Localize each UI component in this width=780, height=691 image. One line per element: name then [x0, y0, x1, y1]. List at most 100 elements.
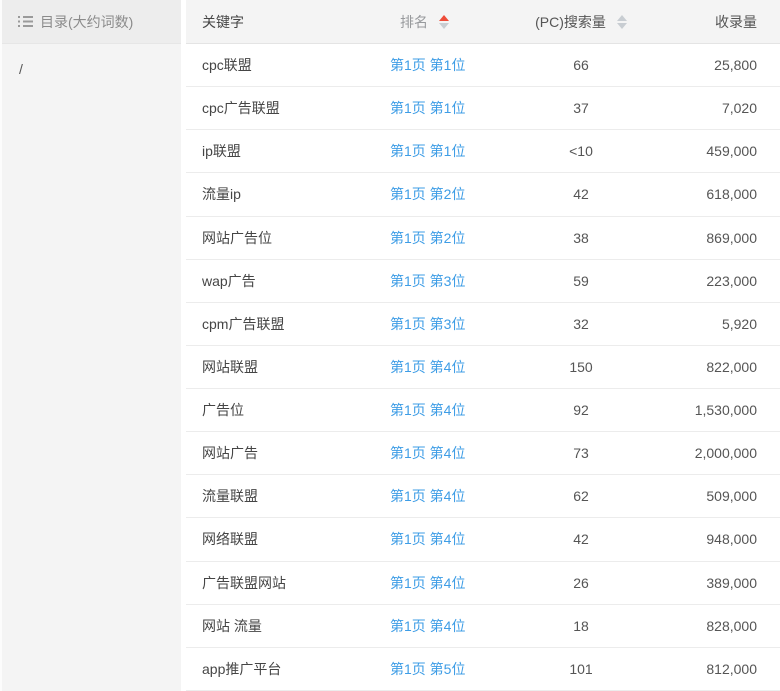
keyword-cell: 网站广告	[202, 445, 258, 462]
rank-cell: 第1页 第4位	[376, 573, 506, 593]
indexed-cell: 459,000	[706, 143, 757, 160]
rank-link[interactable]: 第1页 第1位	[390, 100, 466, 117]
table-row: 网站广告 第1页 第4位 73 2,000,000	[186, 432, 780, 476]
indexed-cell: 223,000	[706, 272, 757, 289]
directory-item-root[interactable]: /	[19, 61, 23, 77]
keyword-cell: cpc广告联盟	[202, 100, 280, 117]
pc-search-volume-cell: 38	[573, 229, 589, 246]
rank-link[interactable]: 第1页 第2位	[390, 186, 466, 203]
pc-search-volume-cell: 32	[573, 315, 589, 332]
rank-cell: 第1页 第4位	[376, 400, 506, 420]
table-row: 网络联盟 第1页 第4位 42 948,000	[186, 518, 780, 562]
rank-link[interactable]: 第1页 第4位	[390, 488, 466, 505]
pc-search-volume-cell: 42	[573, 531, 589, 548]
pc-search-volume-cell: 26	[573, 574, 589, 591]
keyword-cell: app推广平台	[202, 660, 282, 677]
rank-cell: 第1页 第4位	[376, 529, 506, 549]
keyword-cell: cpm广告联盟	[202, 315, 285, 332]
pc-search-volume-cell: 42	[573, 186, 589, 203]
rank-link[interactable]: 第1页 第4位	[390, 358, 466, 375]
rank-cell: 第1页 第4位	[376, 443, 506, 463]
rank-sort-control[interactable]	[439, 14, 449, 29]
table-row: 网站联盟 第1页 第4位 150 822,000	[186, 345, 780, 389]
rank-link[interactable]: 第1页 第4位	[390, 402, 466, 419]
keyword-cell: 网站联盟	[202, 358, 258, 375]
rank-cell: 第1页 第5位	[376, 659, 506, 679]
directory-sidebar-header: 目录(大约词数)	[2, 0, 181, 44]
table-row: 网站 流量 第1页 第4位 18 828,000	[186, 604, 780, 648]
sort-desc-icon[interactable]	[616, 22, 627, 29]
keyword-cell: cpc联盟	[202, 57, 252, 74]
table-row: ip联盟 第1页 第1位 <10 459,000	[186, 130, 780, 174]
rank-link[interactable]: 第1页 第4位	[390, 531, 466, 548]
rank-link[interactable]: 第1页 第2位	[390, 229, 466, 246]
sort-asc-icon[interactable]	[439, 14, 449, 21]
list-icon	[18, 15, 33, 28]
indexed-cell: 389,000	[706, 574, 757, 591]
pc-search-volume-cell: 66	[573, 57, 589, 74]
rank-cell: 第1页 第3位	[376, 271, 506, 291]
keyword-cell: 流量ip	[202, 186, 241, 203]
rank-cell: 第1页 第1位	[376, 141, 506, 161]
table-row: app推广平台 第1页 第5位 101 812,000	[186, 647, 780, 691]
rank-link[interactable]: 第1页 第1位	[390, 57, 466, 74]
rank-link[interactable]: 第1页 第4位	[390, 574, 466, 591]
table-row: cpc联盟 第1页 第1位 66 25,800	[186, 44, 780, 88]
sort-desc-icon[interactable]	[439, 22, 449, 29]
table-body: cpc联盟 第1页 第1位 66 25,800 cpc广告联盟 第1页 第1位 …	[186, 44, 780, 691]
column-header-indexed: 收录量	[715, 13, 757, 30]
indexed-cell: 5,920	[721, 315, 757, 332]
keyword-cell: 广告联盟网站	[202, 574, 286, 591]
indexed-cell: 1,530,000	[694, 402, 757, 419]
rank-cell: 第1页 第1位	[376, 98, 506, 118]
indexed-cell: 812,000	[706, 660, 757, 677]
directory-sidebar: 目录(大约词数) /	[0, 0, 181, 691]
indexed-cell: 2,000,000	[694, 445, 757, 462]
indexed-cell: 828,000	[706, 617, 757, 634]
rank-cell: 第1页 第3位	[376, 314, 506, 334]
pc-search-volume-cell: <10	[569, 143, 593, 160]
directory-list: /	[2, 44, 181, 81]
indexed-cell: 948,000	[706, 531, 757, 548]
table-row: 流量联盟 第1页 第4位 62 509,000	[186, 475, 780, 519]
rank-link[interactable]: 第1页 第4位	[390, 617, 466, 634]
indexed-cell: 618,000	[706, 186, 757, 203]
table-row: 广告联盟网站 第1页 第4位 26 389,000	[186, 561, 780, 605]
keyword-cell: 广告位	[202, 402, 244, 419]
pc-search-volume-cell: 92	[573, 402, 589, 419]
pc-search-volume-cell: 150	[569, 358, 593, 375]
indexed-cell: 509,000	[706, 488, 757, 505]
keyword-rank-table: 关键字 排名 (PC)搜索量 收录量 cpc联	[186, 0, 780, 691]
keyword-cell: 网络联盟	[202, 531, 258, 548]
keyword-cell: ip联盟	[202, 143, 241, 160]
rank-link[interactable]: 第1页 第3位	[390, 272, 466, 289]
indexed-cell: 822,000	[706, 358, 757, 375]
rank-link[interactable]: 第1页 第3位	[390, 315, 466, 332]
table-row: cpc广告联盟 第1页 第1位 37 7,020	[186, 87, 780, 131]
rank-cell: 第1页 第4位	[376, 616, 506, 636]
rank-cell: 第1页 第1位	[376, 55, 506, 75]
column-header-rank[interactable]: 排名	[376, 12, 506, 32]
search-volume-sort-control[interactable]	[616, 14, 627, 29]
rank-cell: 第1页 第2位	[376, 184, 506, 204]
rank-cell: 第1页 第4位	[376, 357, 506, 377]
table-row: 网站广告位 第1页 第2位 38 869,000	[186, 216, 780, 260]
pc-search-volume-cell: 73	[573, 445, 589, 462]
pc-search-volume-cell: 62	[573, 488, 589, 505]
sort-asc-icon[interactable]	[616, 14, 627, 21]
pc-search-volume-cell: 101	[569, 660, 593, 677]
table-row: wap广告 第1页 第3位 59 223,000	[186, 259, 780, 303]
rank-link[interactable]: 第1页 第1位	[390, 143, 466, 160]
pc-search-volume-cell: 37	[573, 100, 589, 117]
column-header-pc-search-volume[interactable]: (PC)搜索量	[506, 12, 656, 32]
rank-link[interactable]: 第1页 第4位	[390, 445, 466, 462]
table-header-row: 关键字 排名 (PC)搜索量 收录量	[186, 0, 780, 44]
keyword-cell: 网站广告位	[202, 229, 272, 246]
rank-cell: 第1页 第2位	[376, 228, 506, 248]
rank-link[interactable]: 第1页 第5位	[390, 660, 466, 677]
pc-search-volume-cell: 18	[573, 617, 589, 634]
pc-search-volume-cell: 59	[573, 272, 589, 289]
table-row: cpm广告联盟 第1页 第3位 32 5,920	[186, 302, 780, 346]
indexed-cell: 7,020	[721, 100, 757, 117]
keyword-cell: 网站 流量	[202, 617, 262, 634]
